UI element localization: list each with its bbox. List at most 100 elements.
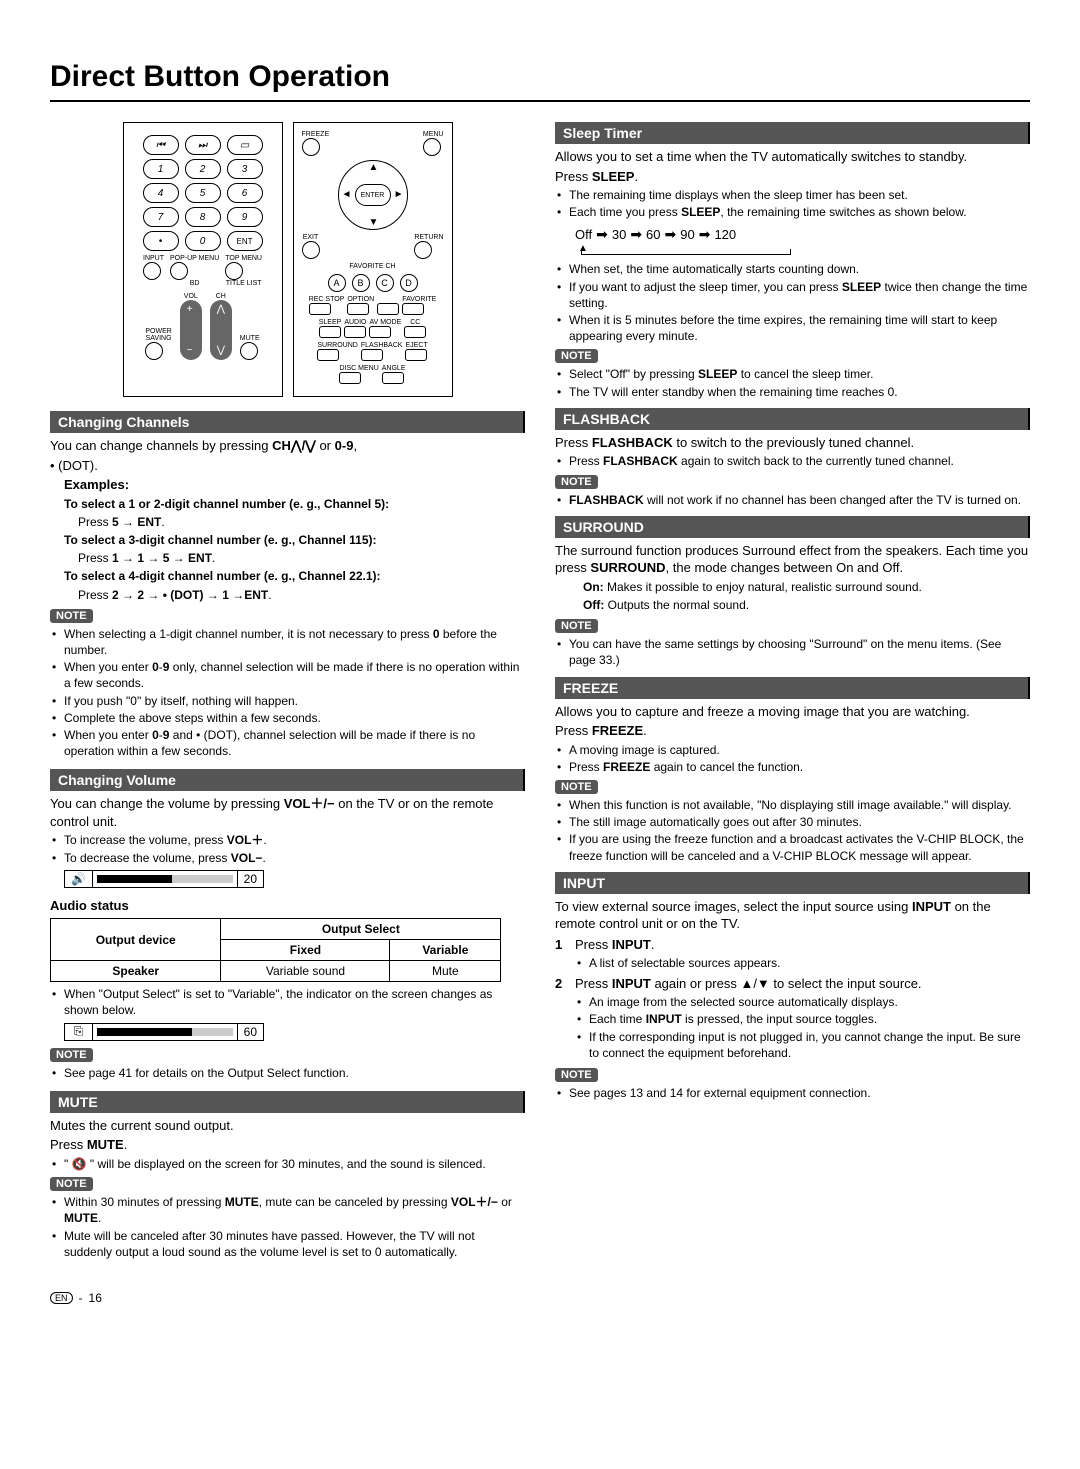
blank-button — [377, 303, 399, 315]
volume-value-1: 20 — [237, 871, 263, 887]
audio-status-table: Output deviceOutput Select FixedVariable… — [50, 918, 501, 982]
list-item: Press FREEZE again to cancel the functio… — [569, 759, 1030, 775]
power-saving-label: POWERSAVING — [145, 328, 171, 342]
audio-label: AUDIO — [344, 319, 366, 326]
list-item: See page 41 for details on the Output Se… — [64, 1065, 525, 1081]
angle-button — [382, 372, 404, 384]
remote-right: FREEZE MENU ENTER ▲ ▼ ◄ ► EXIT RETURN FA… — [293, 122, 453, 397]
power-saving-button — [145, 342, 163, 360]
avmode-label: AV MODE — [369, 319, 401, 326]
num-1: 1 — [143, 159, 179, 179]
list-item: A moving image is captured. — [569, 742, 1030, 758]
topmenu-button — [225, 262, 243, 280]
sleep-press: Press SLEEP. — [555, 168, 1030, 186]
list-item: A list of selectable sources appears. — [589, 955, 1030, 971]
th-variable: Variable — [390, 940, 501, 961]
freeze-intro: Allows you to capture and freeze a movin… — [555, 703, 1030, 721]
mute-label: MUTE — [240, 335, 260, 342]
changing-channels-intro2: • (DOT). — [50, 457, 525, 475]
option-label: OPTION — [347, 296, 374, 303]
channels-notes: When selecting a 1-digit channel number,… — [50, 626, 525, 760]
remote-diagram: ⏮ ⏭ ▭ 123 456 789 •0ENT INPUT POP-UP MEN… — [50, 122, 525, 397]
input-intro: To view external source images, select t… — [555, 898, 1030, 933]
output-icon: ⎘ — [65, 1024, 93, 1040]
list-item: Select "Off" by pressing SLEEP to cancel… — [569, 366, 1030, 382]
color-b: B — [352, 274, 370, 292]
list-item: The remaining time displays when the sle… — [569, 187, 1030, 203]
favorite-label: FAVORITE — [402, 296, 436, 303]
dash-icon: ▭ — [227, 135, 263, 155]
speaker-icon: 🔊 — [65, 871, 93, 887]
example3-body: Press 2 → 2 → • (DOT) → 1 →ENT. — [50, 587, 525, 603]
en-badge: EN — [50, 1292, 73, 1304]
page-footer: EN - 16 — [50, 1291, 1030, 1305]
color-c: C — [376, 274, 394, 292]
audio-status-label: Audio status — [50, 897, 525, 915]
mute-button — [240, 342, 258, 360]
popup-button — [170, 262, 188, 280]
eject-button — [405, 349, 427, 361]
surround-header: SURROUND — [555, 516, 1030, 538]
list-item: When you enter 0-9 and • (DOT), channel … — [64, 727, 525, 759]
num-6: 6 — [227, 183, 263, 203]
cc-label: CC — [404, 319, 426, 326]
step-1: 1Press INPUT. A list of selectable sourc… — [555, 936, 1030, 972]
page-title: Direct Button Operation — [50, 60, 1030, 94]
vol-label: VOL — [180, 293, 202, 300]
return-label: RETURN — [414, 234, 443, 241]
num-0: 0 — [185, 231, 221, 251]
input-header: INPUT — [555, 872, 1030, 894]
note-badge: NOTE — [555, 780, 598, 794]
recstop-button — [309, 303, 331, 315]
note-badge: NOTE — [555, 349, 598, 363]
audio-button — [344, 326, 366, 338]
mute-header: MUTE — [50, 1091, 525, 1113]
eject-label: EJECT — [405, 342, 427, 349]
next-icon: ⏭ — [185, 135, 221, 155]
th-fixed: Fixed — [221, 940, 390, 961]
ch-label: CH — [210, 293, 232, 300]
example1-title: To select a 1 or 2-digit channel number … — [50, 496, 525, 512]
num-7: 7 — [143, 207, 179, 227]
list-item: Complete the above steps within a few se… — [64, 710, 525, 726]
topmenu-label: TOP MENU — [225, 255, 262, 262]
sleep-label: SLEEP — [319, 319, 342, 326]
sleep-sequence: Off➡ 30➡ 60➡ 90➡ 120 ▲ — [555, 226, 1030, 255]
surround-button — [317, 349, 339, 361]
list-item: Within 30 minutes of pressing MUTE, mute… — [64, 1194, 525, 1226]
return-button — [414, 241, 432, 259]
list-item: Each time you press SLEEP, the remaining… — [569, 204, 1030, 220]
option-button — [347, 303, 369, 315]
example2-title: To select a 3-digit channel number (e. g… — [50, 532, 525, 548]
note-badge: NOTE — [555, 475, 598, 489]
list-item: FLASHBACK will not work if no channel ha… — [569, 492, 1030, 508]
flashback-intro: Press FLASHBACK to switch to the previou… — [555, 434, 1030, 452]
sleep-intro: Allows you to set a time when the TV aut… — [555, 148, 1030, 166]
surround-intro: The surround function produces Surround … — [555, 542, 1030, 577]
flashback-label: FLASHBACK — [361, 342, 403, 349]
enter-button: ENTER — [355, 184, 391, 206]
num-2: 2 — [185, 159, 221, 179]
exit-label: EXIT — [302, 234, 320, 241]
list-item: Press FLASHBACK again to switch back to … — [569, 453, 1030, 469]
num-5: 5 — [185, 183, 221, 203]
color-a: A — [328, 274, 346, 292]
examples-label: Examples: — [50, 476, 525, 494]
angle-label: ANGLE — [382, 365, 406, 372]
list-item: If you are using the freeze function and… — [569, 831, 1030, 863]
volume-intro: You can change the volume by pressing VO… — [50, 795, 525, 830]
td-fixed: Variable sound — [221, 961, 390, 982]
example1-body: Press 5 → ENT. — [50, 514, 525, 530]
volume-value-2: 60 — [237, 1024, 263, 1040]
ch-rocker: ⋀⋁ — [210, 300, 232, 360]
num-ent: ENT — [227, 231, 263, 251]
freeze-button — [302, 138, 320, 156]
list-item: See pages 13 and 14 for external equipme… — [569, 1085, 1030, 1101]
page-number: 16 — [89, 1291, 102, 1305]
num-3: 3 — [227, 159, 263, 179]
freeze-label: FREEZE — [302, 131, 330, 138]
changing-volume-header: Changing Volume — [50, 769, 525, 791]
list-item: Mute will be canceled after 30 minutes h… — [64, 1228, 525, 1260]
num-dot: • — [143, 231, 179, 251]
list-item: The still image automatically goes out a… — [569, 814, 1030, 830]
